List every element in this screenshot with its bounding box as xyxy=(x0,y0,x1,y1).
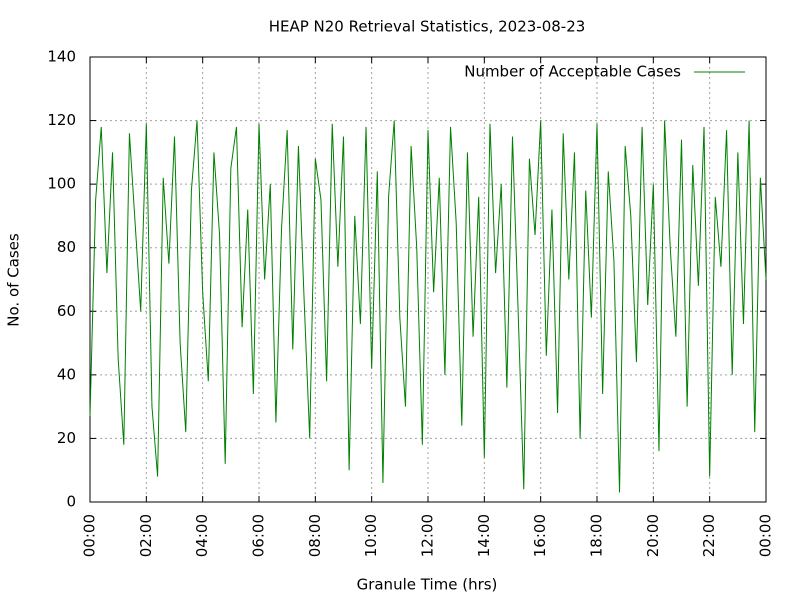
x-tick-label: 02:00 xyxy=(137,514,155,557)
x-tick-label: 08:00 xyxy=(306,514,324,557)
y-axis-label: No. of Cases xyxy=(5,233,23,327)
x-tick-label: 00:00 xyxy=(757,514,775,557)
y-tick-label: 0 xyxy=(66,493,76,511)
x-tick-label: 04:00 xyxy=(193,514,211,557)
x-tick-label: 22:00 xyxy=(700,514,718,557)
legend-label: Number of Acceptable Cases xyxy=(464,63,681,81)
x-tick-label: 06:00 xyxy=(250,514,268,557)
x-tick-label: 18:00 xyxy=(588,514,606,557)
y-tick-label: 40 xyxy=(57,365,76,383)
y-tick-label: 100 xyxy=(47,175,76,193)
x-tick-label: 10:00 xyxy=(362,514,380,557)
x-tick-label: 00:00 xyxy=(81,514,99,557)
x-tick-label: 12:00 xyxy=(419,514,437,557)
y-tick-label: 60 xyxy=(57,302,76,320)
y-tick-label: 120 xyxy=(47,111,76,129)
x-axis-label: Granule Time (hrs) xyxy=(357,576,498,594)
x-tick-label: 14:00 xyxy=(475,514,493,557)
chart-title: HEAP N20 Retrieval Statistics, 2023-08-2… xyxy=(269,18,586,36)
y-tick-label: 80 xyxy=(57,238,76,256)
y-tick-label: 140 xyxy=(47,48,76,66)
data-line xyxy=(89,120,767,493)
x-tick-label: 16:00 xyxy=(531,514,549,557)
x-tick-label: 20:00 xyxy=(644,514,662,557)
y-tick-label: 20 xyxy=(57,429,76,447)
